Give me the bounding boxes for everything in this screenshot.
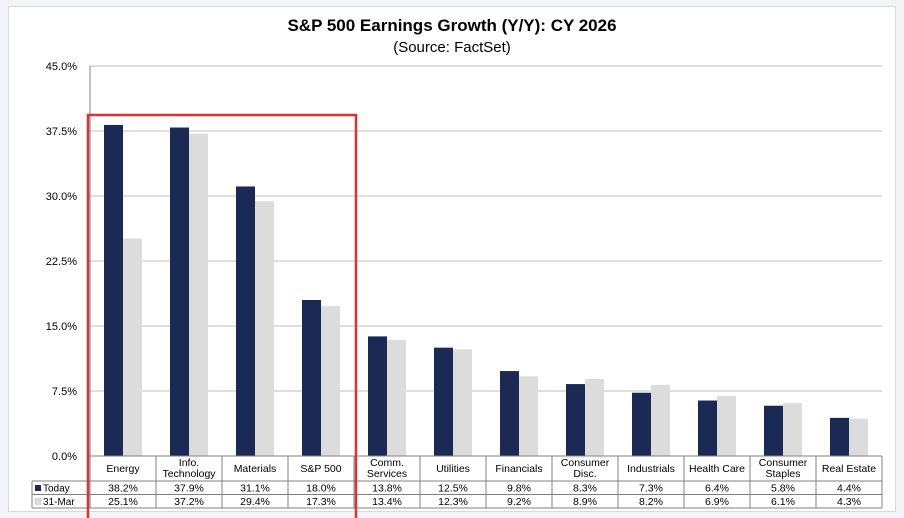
bar-today <box>302 300 321 456</box>
category-label: Info. <box>179 457 199 469</box>
grid-lines <box>90 65 882 457</box>
bar-31-mar <box>849 418 868 456</box>
bar-31-mar <box>189 133 208 456</box>
highlight-box <box>86 113 358 518</box>
category-label: Consumer <box>561 457 610 469</box>
data-label: 9.2% <box>507 496 531 508</box>
category-label: Materials <box>234 463 277 475</box>
bar-31-mar <box>321 306 340 456</box>
bar-today <box>764 405 783 456</box>
data-label: 29.4% <box>240 496 270 508</box>
data-label: 31.1% <box>240 483 270 495</box>
bar-31-mar <box>651 384 670 456</box>
category-label: Financials <box>495 463 542 475</box>
data-label: 12.5% <box>438 483 468 495</box>
bar-today <box>698 400 717 456</box>
category-label: Health Care <box>689 463 745 475</box>
bar-31-mar <box>123 238 142 456</box>
data-label: 37.2% <box>174 496 204 508</box>
category-label: Comm. <box>370 457 404 469</box>
bar-31-mar <box>717 396 736 456</box>
data-label: 6.9% <box>705 496 729 508</box>
data-label: 8.3% <box>573 483 597 495</box>
bar-today <box>368 336 387 456</box>
category-label: Real Estate <box>822 463 876 475</box>
chart-title: S&P 500 Earnings Growth (Y/Y): CY 2026 <box>287 16 616 35</box>
data-label: 38.2% <box>108 483 138 495</box>
data-table: Energy 38.2%25.1% Info.Technology 37.9%37.2… <box>31 455 883 509</box>
data-label: 4.3% <box>837 496 861 508</box>
data-label: 8.9% <box>573 496 597 508</box>
bar-today <box>566 384 585 456</box>
bar-today <box>830 417 849 456</box>
y-tick-label: 37.5% <box>46 126 77 138</box>
bar-31-mar <box>453 349 472 456</box>
data-label: 5.8% <box>771 483 795 495</box>
data-label: 4.4% <box>837 483 861 495</box>
category-label: Disc. <box>573 468 596 480</box>
data-label: 13.8% <box>372 483 402 495</box>
bars <box>104 124 868 457</box>
category-label: Energy <box>106 463 140 475</box>
bar-31-mar <box>519 376 538 456</box>
highlight-rect <box>86 113 358 518</box>
bar-31-mar <box>387 339 406 456</box>
data-label: 18.0% <box>306 483 336 495</box>
data-label: 6.1% <box>771 496 795 508</box>
category-label: S&P 500 <box>300 463 341 475</box>
legend-swatch <box>34 498 42 505</box>
bar-31-mar <box>783 403 802 456</box>
data-label: 13.4% <box>372 496 402 508</box>
y-tick-label: 22.5% <box>46 256 77 268</box>
data-label: 8.2% <box>639 496 663 508</box>
y-tick-label: 15.0% <box>46 321 77 333</box>
data-label: 9.8% <box>507 483 531 495</box>
data-label: 6.4% <box>705 483 729 495</box>
bar-today <box>500 371 519 456</box>
legend-label: 31-Mar <box>43 497 75 508</box>
category-label: Technology <box>162 468 216 480</box>
bar-today <box>236 186 255 456</box>
bar-31-mar <box>585 378 604 456</box>
legend-label: Today <box>43 484 70 495</box>
category-label: Consumer <box>759 457 808 469</box>
data-label: 17.3% <box>306 496 336 508</box>
y-tick-label: 45.0% <box>46 61 77 73</box>
data-label: 7.3% <box>639 483 663 495</box>
bar-today <box>632 392 651 456</box>
category-label: Staples <box>765 468 800 480</box>
legend-swatch <box>35 485 41 491</box>
category-label: Utilities <box>436 463 470 475</box>
bar-today <box>434 347 453 456</box>
bar-31-mar <box>255 201 274 456</box>
y-tick-label: 30.0% <box>46 191 77 203</box>
y-tick-label: 7.5% <box>52 386 77 398</box>
y-tick-label: 0.0% <box>52 451 77 463</box>
chart-subtitle: (Source: FactSet) <box>393 39 511 56</box>
bar-today <box>104 124 123 456</box>
data-label: 37.9% <box>174 483 204 495</box>
category-label: Services <box>367 468 407 480</box>
data-label: 12.3% <box>438 496 468 508</box>
data-label: 25.1% <box>108 496 138 508</box>
category-label: Industrials <box>627 463 675 475</box>
bar-today <box>170 127 189 457</box>
y-axis: 0.0% 7.5% 15.0% 22.5% 30.0% 37.5% 45.0% <box>46 61 91 463</box>
